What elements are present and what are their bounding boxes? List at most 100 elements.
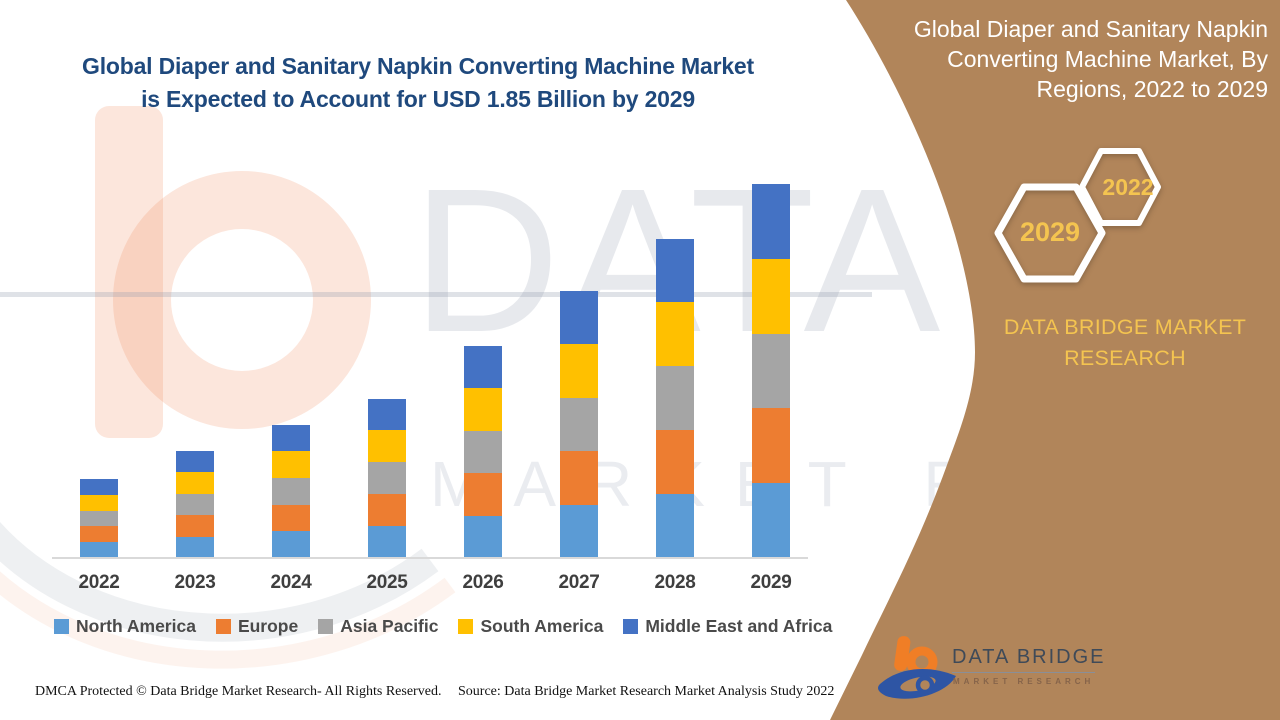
x-axis-label-2029: 2029 (750, 572, 792, 593)
bar-segment-2028-north-america (656, 494, 694, 558)
bar-segment-2029-middle-east-and-africa (752, 184, 790, 259)
data-bridge-logo-icon (878, 636, 956, 699)
x-axis-line (52, 557, 808, 559)
bar-segment-2025-europe (368, 494, 406, 527)
sidebar-title-line1: Global Diaper and Sanitary Napkin (913, 16, 1268, 42)
legend-marker-south-america (458, 619, 474, 634)
x-axis-label-2024: 2024 (270, 572, 312, 593)
legend-label-europe: Europe (237, 616, 299, 636)
watermark-underline (0, 292, 872, 297)
bar-segment-2022-south-america (80, 494, 118, 511)
x-axis-label-2027: 2027 (558, 572, 600, 593)
bar-segment-2026-europe (464, 473, 502, 516)
bar-segment-2024-north-america (272, 531, 310, 558)
sidebar-brand-line1: DATA BRIDGE MARKET (1003, 315, 1247, 339)
legend-marker-asia-pacific (318, 619, 334, 634)
bar-segment-2024-middle-east-and-africa (272, 424, 310, 452)
sidebar-shape (830, 0, 1280, 720)
chart-title: Global Diaper and Sanitary Napkin Conver… (0, 50, 836, 116)
footer-source-text: Source: Data Bridge Market Research Mark… (458, 684, 835, 699)
bar-segment-2023-south-america (176, 472, 214, 494)
logo-tagline-text: MARKET RESEARCH (953, 677, 1095, 686)
watermark-b-stem (95, 106, 163, 438)
bar-segment-2025-middle-east-and-africa (368, 398, 406, 431)
logo-d-loop (915, 675, 935, 695)
x-axis-label-2026: 2026 (462, 572, 504, 593)
bar-segment-2022-north-america (80, 542, 118, 558)
legend-marker-europe (215, 619, 231, 634)
bar-segment-2027-middle-east-and-africa (560, 291, 598, 345)
bar-2022 (80, 479, 118, 558)
bar-segment-2023-north-america (176, 536, 214, 558)
bar-segment-2022-europe (80, 526, 118, 543)
bar-segment-2026-south-america (464, 388, 502, 431)
hexagon-2029 (994, 183, 1106, 283)
x-axis-label-2028: 2028 (654, 572, 696, 593)
sidebar-brand-text: DATA BRIDGE MARKET RESEARCH (960, 312, 1280, 374)
watermark-b-bowl (113, 171, 371, 429)
bar-segment-2027-asia-pacific (560, 397, 598, 452)
logo-b-stem (894, 636, 911, 672)
sidebar-brand-line2: RESEARCH (1064, 346, 1186, 370)
x-axis-label-2025: 2025 (366, 572, 408, 593)
bar-2029 (752, 184, 790, 558)
chart-title-line2: is Expected to Account for USD 1.85 Bill… (141, 86, 695, 112)
legend-label-asia-pacific: Asia Pacific (340, 616, 439, 636)
sidebar-title: Global Diaper and Sanitary Napkin Conver… (868, 14, 1268, 104)
legend-item-middle-east-and-africa: Middle East and Africa (623, 616, 832, 637)
chart-legend: North America Europe Asia Pacific South Ame… (54, 616, 832, 637)
watermark-swoosh-peach (0, 571, 456, 669)
bar-segment-2029-asia-pacific (752, 333, 790, 409)
bar-segment-2029-europe (752, 408, 790, 484)
bar-segment-2023-middle-east-and-africa (176, 451, 214, 473)
bar-segment-2022-middle-east-and-africa (80, 479, 118, 495)
sidebar-title-line2: Converting Machine Market, By (947, 46, 1268, 72)
bar-segment-2024-south-america (272, 451, 310, 478)
bar-2025 (368, 398, 406, 558)
bar-segment-2026-middle-east-and-africa (464, 345, 502, 388)
bar-2024 (272, 424, 310, 558)
bar-2027 (560, 291, 598, 558)
x-axis-label-2023: 2023 (174, 572, 216, 593)
hexagon-badges (994, 148, 1161, 283)
sidebar-title-line3: Regions, 2022 to 2029 (1036, 76, 1268, 102)
bar-segment-2025-south-america (368, 430, 406, 463)
bar-segment-2029-south-america (752, 258, 790, 334)
legend-label-middle-east-and-africa: Middle East and Africa (645, 616, 833, 636)
bar-segment-2029-north-america (752, 483, 790, 558)
bar-segment-2023-asia-pacific (176, 493, 214, 516)
bar-segment-2028-middle-east-and-africa (656, 238, 694, 303)
bar-segment-2023-europe (176, 515, 214, 537)
logo-divider-line (952, 672, 1095, 673)
legend-item-europe: Europe (215, 616, 299, 637)
bar-segment-2028-europe (656, 430, 694, 495)
bar-segment-2026-asia-pacific (464, 430, 502, 473)
legend-label-south-america: South America (480, 616, 604, 636)
x-axis-label-2022: 2022 (78, 572, 120, 593)
hexagon-2022 (1079, 148, 1161, 226)
chart-title-line1: Global Diaper and Sanitary Napkin Conver… (82, 53, 754, 79)
legend-label-north-america: North America (76, 616, 196, 636)
hexagon-2022-label: 2022 (1102, 174, 1154, 200)
bar-segment-2025-north-america (368, 526, 406, 558)
legend-item-south-america: South America (458, 616, 603, 637)
watermark-swoosh-gray (0, 521, 439, 642)
bar-segment-2027-europe (560, 451, 598, 505)
bar-segment-2027-north-america (560, 504, 598, 558)
legend-marker-north-america (54, 619, 69, 634)
hexagon-2029-label: 2029 (1019, 217, 1081, 247)
bar-2026 (464, 345, 502, 558)
bar-segment-2024-europe (272, 504, 310, 532)
bar-segment-2025-asia-pacific (368, 462, 406, 495)
bar-segment-2022-asia-pacific (80, 510, 118, 527)
legend-item-asia-pacific: Asia Pacific (318, 616, 438, 637)
footer-dmca-text: DMCA Protected © Data Bridge Market Rese… (35, 684, 442, 699)
bar-segment-2026-north-america (464, 515, 502, 558)
bar-segment-2027-south-america (560, 344, 598, 398)
bar-segment-2024-asia-pacific (272, 477, 310, 505)
legend-item-north-america: North America (54, 616, 196, 637)
bar-segment-2028-asia-pacific (656, 366, 694, 431)
